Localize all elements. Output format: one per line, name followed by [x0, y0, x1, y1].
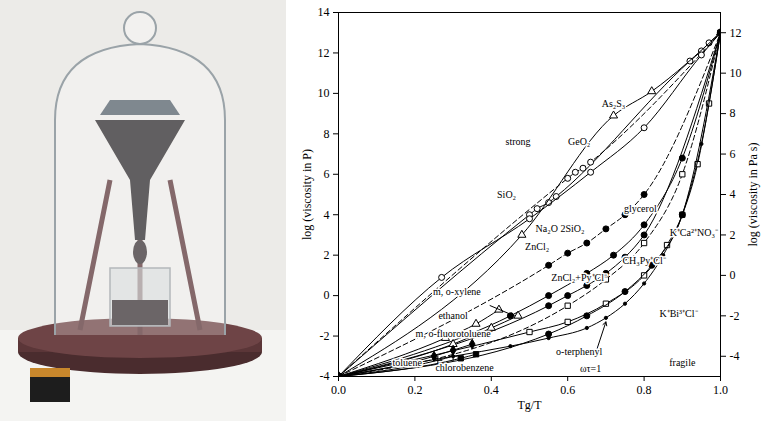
svg-text:12: 12 — [730, 26, 742, 40]
svg-text:As₂S₃: As₂S₃ — [602, 98, 626, 109]
svg-text:8: 8 — [730, 106, 736, 120]
svg-text:ZnCl₂: ZnCl₂ — [525, 241, 549, 252]
svg-text:glycerol: glycerol — [624, 203, 657, 214]
svg-text:ethanol: ethanol — [438, 310, 468, 321]
svg-text:-4: -4 — [730, 349, 740, 363]
svg-text:o-terphenyl: o-terphenyl — [556, 346, 602, 357]
svg-text:fragile: fragile — [669, 357, 696, 368]
svg-text:K⁺Bi³⁺Cl⁻: K⁺Bi³⁺Cl⁻ — [659, 308, 698, 319]
svg-text:0.6: 0.6 — [560, 383, 575, 397]
svg-text:CH₃Py⁺Cl⁻: CH₃Py⁺Cl⁻ — [622, 255, 666, 266]
svg-text:log (viscosity in Pa s): log (viscosity in Pa s) — [746, 142, 760, 246]
svg-text:0: 0 — [730, 268, 736, 282]
svg-text:4: 4 — [730, 187, 736, 201]
svg-text:GeO₂: GeO₂ — [568, 136, 590, 147]
svg-text:8: 8 — [324, 127, 330, 141]
svg-text:6: 6 — [324, 167, 330, 181]
svg-text:chlorobenzene: chlorobenzene — [435, 362, 494, 373]
svg-text:0: 0 — [324, 288, 330, 302]
svg-text:m, o-xylene: m, o-xylene — [433, 286, 481, 297]
svg-text:toluene: toluene — [393, 357, 423, 368]
svg-text:-2: -2 — [320, 329, 330, 343]
svg-text:1.0: 1.0 — [713, 383, 728, 397]
svg-text:-2: -2 — [730, 309, 740, 323]
svg-text:10: 10 — [730, 66, 742, 80]
svg-text:14: 14 — [318, 5, 330, 19]
svg-text:K⁺Ca²⁺NO₃⁻: K⁺Ca²⁺NO₃⁻ — [670, 227, 719, 238]
svg-text:0.4: 0.4 — [484, 383, 499, 397]
svg-text:ZnCl₂+Py⁺Cl⁻: ZnCl₂+Py⁺Cl⁻ — [551, 272, 608, 283]
svg-text:m, o-fluorotoluene: m, o-fluorotoluene — [416, 328, 492, 339]
svg-text:-4: -4 — [320, 369, 330, 383]
svg-text:6: 6 — [730, 147, 736, 161]
svg-text:log (viscosity in P): log (viscosity in P) — [300, 149, 314, 240]
svg-text:ωτ=1: ωτ=1 — [580, 363, 601, 374]
svg-text:Tg/T: Tg/T — [518, 398, 543, 412]
svg-text:12: 12 — [318, 46, 330, 60]
svg-text:10: 10 — [318, 86, 330, 100]
svg-text:strong: strong — [506, 136, 531, 147]
svg-text:2: 2 — [730, 228, 736, 242]
svg-text:4: 4 — [324, 208, 330, 222]
svg-text:2: 2 — [324, 248, 330, 262]
svg-text:0.0: 0.0 — [331, 383, 346, 397]
svg-text:Na₂O 2SiO₂: Na₂O 2SiO₂ — [536, 223, 585, 234]
svg-text:0.8: 0.8 — [637, 383, 652, 397]
svg-text:0.2: 0.2 — [407, 383, 422, 397]
svg-text:SiO₂: SiO₂ — [497, 189, 516, 200]
